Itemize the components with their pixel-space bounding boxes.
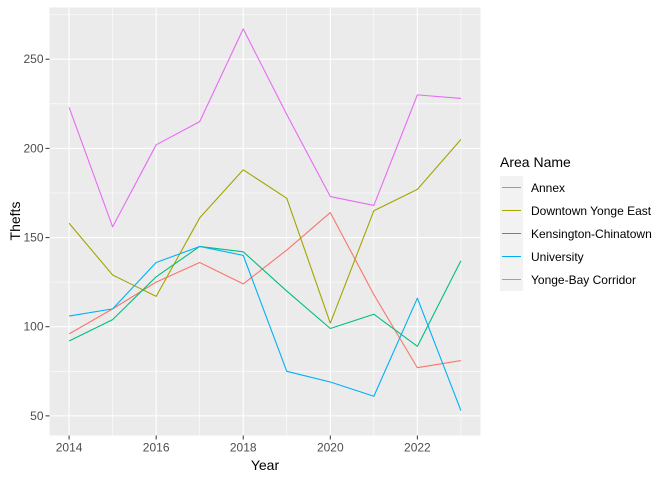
legend-items: Annex Downtown Yonge East Kensington-China… <box>500 176 652 291</box>
plot-panel <box>49 7 481 436</box>
y-tick-label: 150 <box>23 231 43 245</box>
legend-item-kensington-chinatown: Kensington-Chinatown <box>500 222 652 245</box>
x-tick-label: 2020 <box>317 441 344 455</box>
grid-major <box>49 7 481 436</box>
legend-label-university: University <box>531 250 584 264</box>
grid-minor <box>49 7 481 436</box>
series-line-university <box>69 245 462 411</box>
y-tick-label: 200 <box>23 141 43 155</box>
legend-label-annex: Annex <box>531 181 565 195</box>
legend-item-downtown-yonge-east: Downtown Yonge East <box>500 199 652 222</box>
y-axis-title: Thefts <box>7 202 23 241</box>
x-tick-label: 2014 <box>56 441 83 455</box>
legend-item-annex: Annex <box>500 176 565 199</box>
series-line-yonge-bay-corridor <box>68 28 461 228</box>
legend: Area Name Annex Downtown Yonge East Kensin… <box>500 154 652 291</box>
legend-label-downtown-yonge-east: Downtown Yonge East <box>531 204 652 218</box>
x-tick-label: 2018 <box>230 441 257 455</box>
y-tick-label: 250 <box>23 52 43 66</box>
legend-label-kensington-chinatown: Kensington-Chinatown <box>531 227 652 241</box>
x-tick-label: 2016 <box>143 441 170 455</box>
series-line-annex <box>68 212 461 369</box>
legend-item-university: University <box>500 245 584 268</box>
x-axis: 2014 2016 2018 2020 2022 <box>56 435 431 455</box>
legend-title: Area Name <box>500 154 571 170</box>
legend-item-yonge-bay-corridor: Yonge-Bay Corridor <box>500 268 636 291</box>
y-axis: 50 100 150 200 250 <box>23 52 50 423</box>
x-axis-title: Year <box>251 457 280 473</box>
legend-label-yonge-bay-corridor: Yonge-Bay Corridor <box>531 273 636 287</box>
series-layer <box>68 28 462 411</box>
y-tick-label: 50 <box>30 409 44 423</box>
y-tick-label: 100 <box>23 320 43 334</box>
x-tick-label: 2022 <box>404 441 431 455</box>
series-line-kensington-chinatown <box>68 245 462 347</box>
